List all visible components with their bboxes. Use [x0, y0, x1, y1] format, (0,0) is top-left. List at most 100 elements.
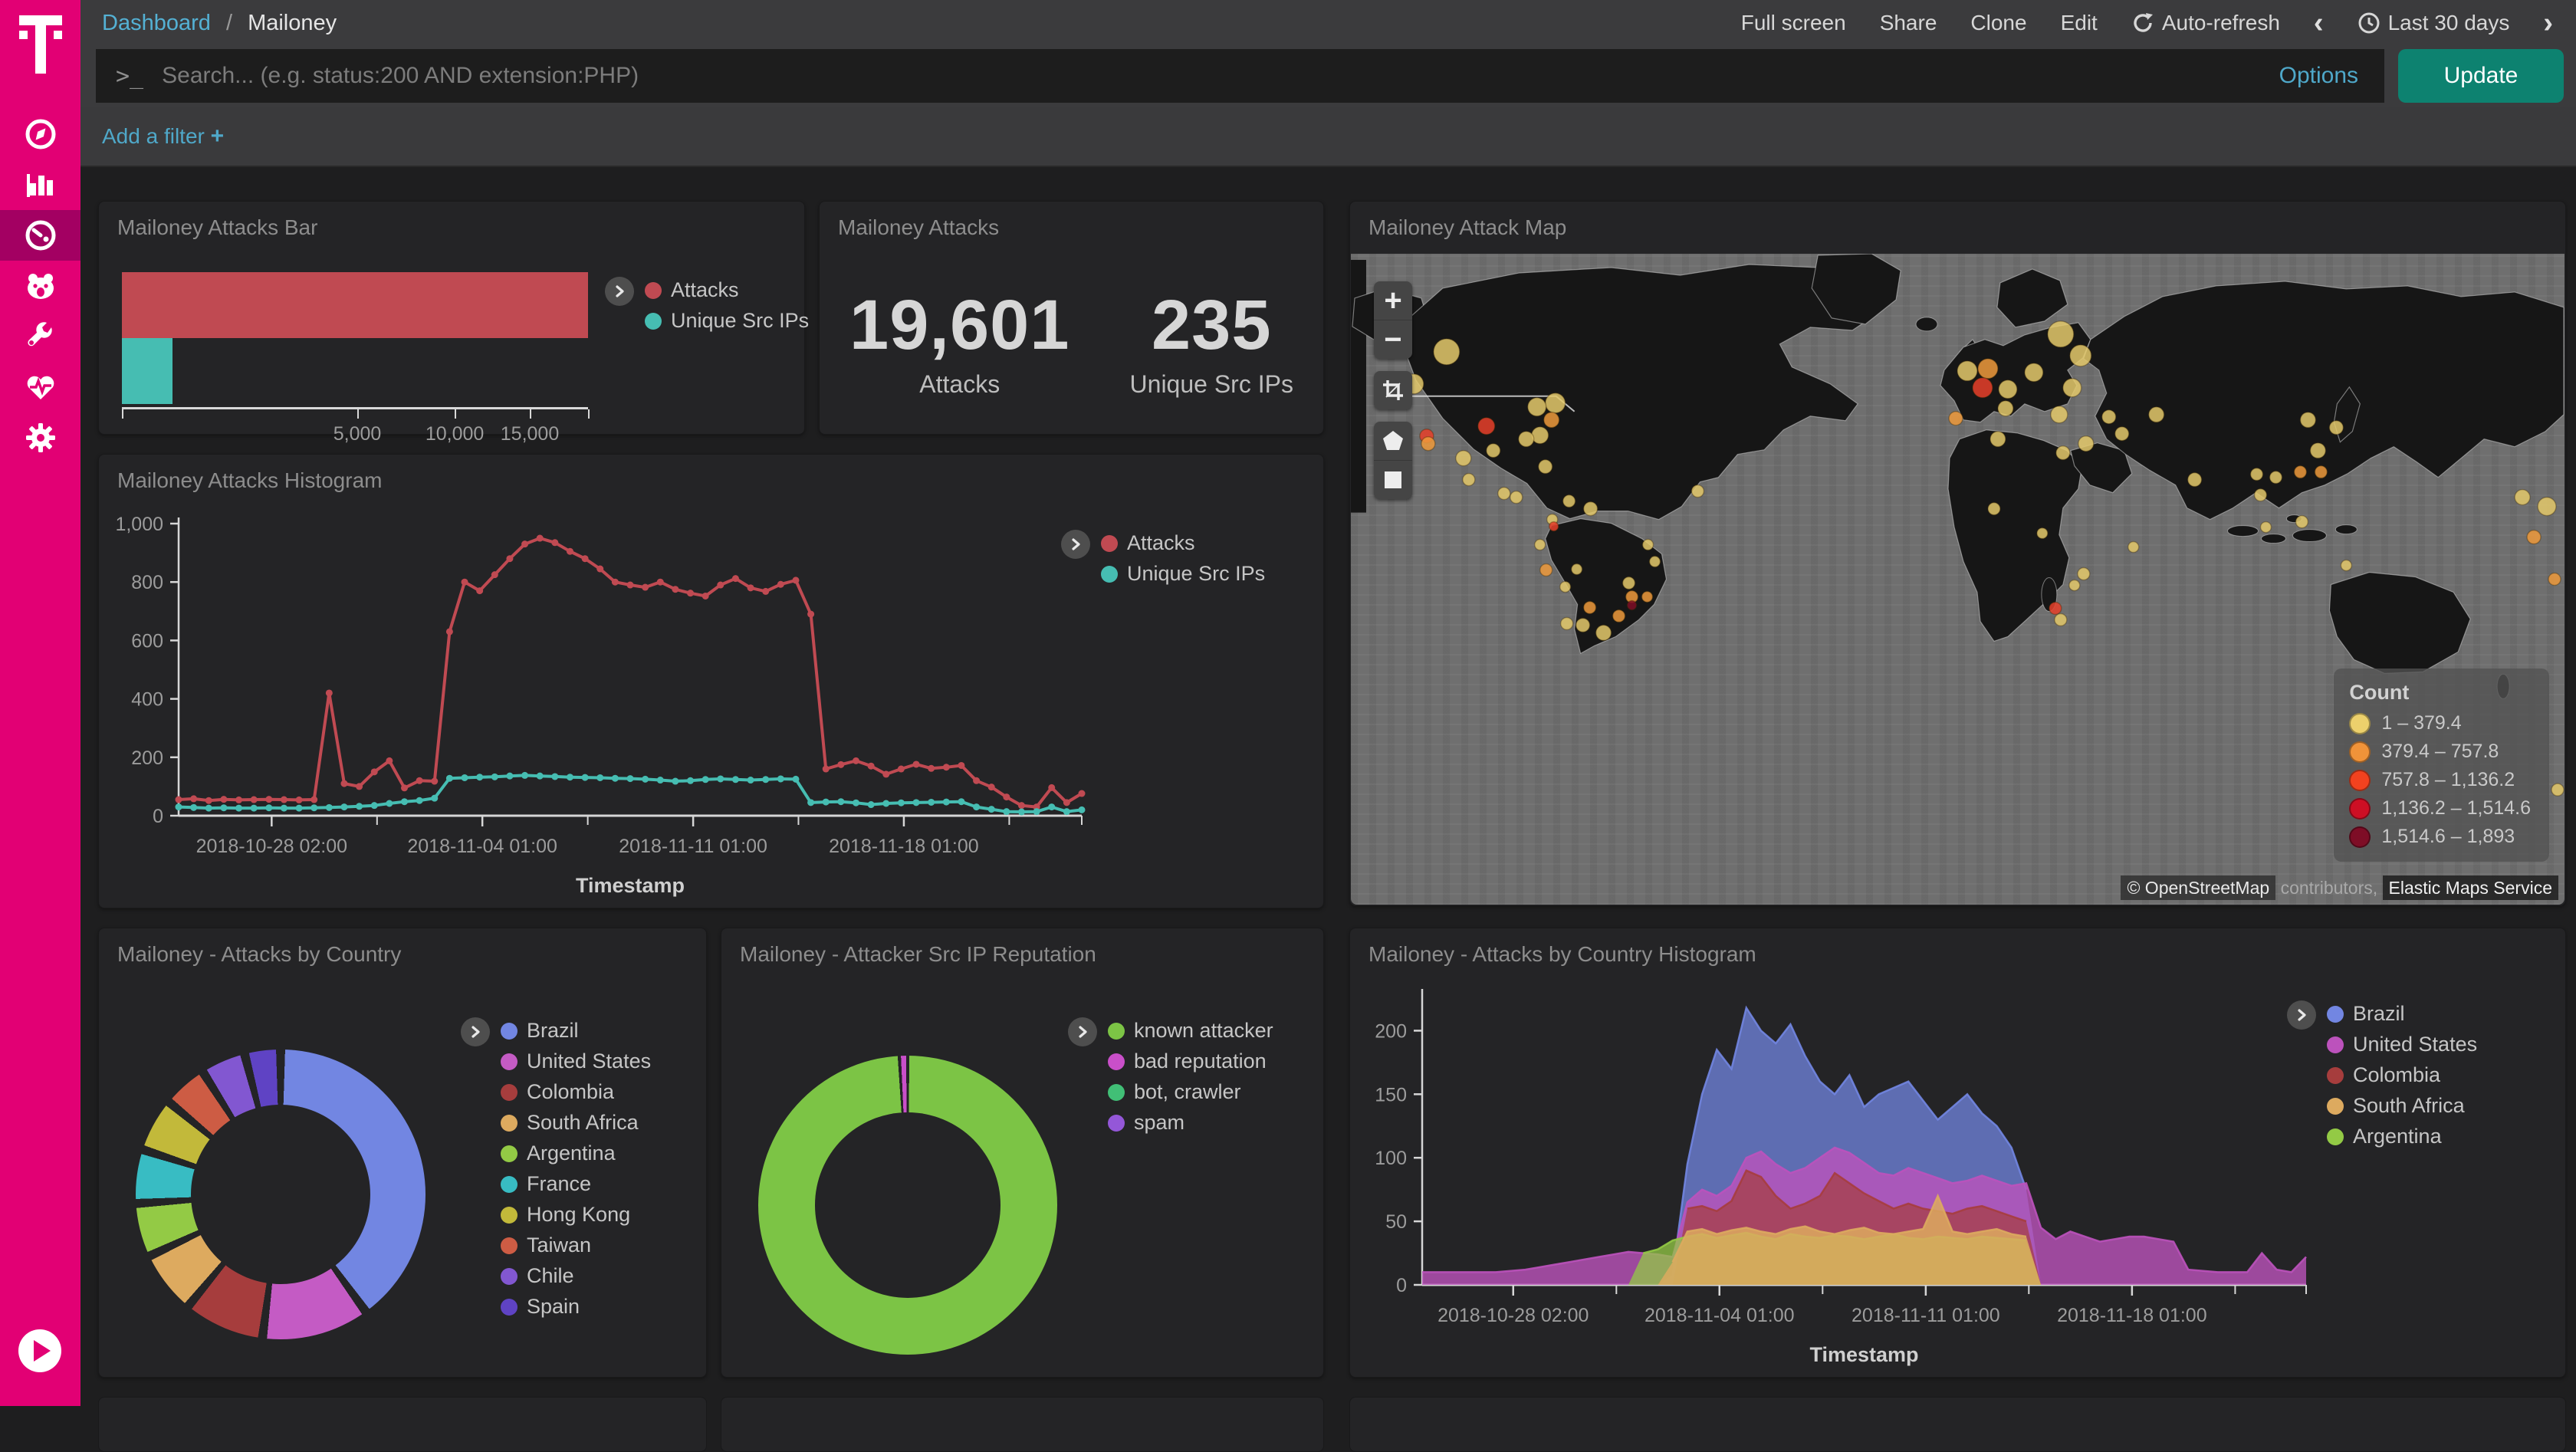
legend-item[interactable]: Taiwan — [501, 1234, 651, 1257]
attack-bubble[interactable] — [2078, 435, 2095, 452]
map-fit-bounds-button[interactable] — [1374, 371, 1412, 409]
breadcrumb-dashboard-link[interactable]: Dashboard — [102, 10, 211, 35]
legend-item[interactable]: bot, crawler — [1108, 1080, 1273, 1104]
attack-bubble[interactable] — [1433, 338, 1460, 366]
legend-toggle-icon[interactable] — [605, 277, 634, 306]
attack-bubble[interactable] — [2328, 419, 2344, 435]
attack-bubble[interactable] — [1562, 494, 1576, 508]
legend-item[interactable]: France — [501, 1172, 651, 1196]
legend-item[interactable]: Attacks — [1101, 531, 1265, 555]
legend-item[interactable]: Unique Src IPs — [1101, 562, 1265, 586]
world-map[interactable]: + − — [1351, 254, 2564, 905]
attack-bubble[interactable] — [1421, 435, 1436, 452]
attack-bubble[interactable] — [2548, 572, 2561, 586]
share-button[interactable]: Share — [1879, 11, 1937, 34]
attack-bubble[interactable] — [2047, 320, 2075, 348]
legend-item[interactable]: Hong Kong — [501, 1203, 651, 1227]
attack-bubble[interactable] — [2269, 470, 2283, 485]
attack-bubble[interactable] — [1575, 617, 1591, 633]
attack-bubble[interactable] — [2526, 529, 2542, 545]
attack-bubble[interactable] — [1559, 616, 1574, 631]
attack-bubble[interactable] — [2187, 471, 2203, 488]
attack-bubble[interactable] — [1477, 416, 1496, 435]
attack-bubble[interactable] — [2514, 488, 2531, 506]
attack-bubble[interactable] — [1595, 624, 1612, 642]
map-draw-polygon-button[interactable] — [1374, 422, 1412, 461]
attack-bubble[interactable] — [2049, 601, 2062, 616]
auto-refresh-button[interactable]: Auto-refresh — [2131, 11, 2280, 35]
attack-bubble[interactable] — [1948, 411, 1963, 426]
legend-item[interactable]: United States — [2327, 1033, 2477, 1056]
time-range-picker[interactable]: Last 30 days — [2358, 11, 2509, 35]
sidebar-item-monitoring[interactable] — [0, 362, 80, 412]
time-back-button[interactable]: ‹ — [2313, 7, 2324, 39]
legend-item[interactable]: United States — [501, 1050, 651, 1073]
attack-bubble[interactable] — [2295, 514, 2309, 529]
attack-bubble[interactable] — [2055, 445, 2071, 461]
attack-bubble[interactable] — [1526, 397, 1547, 417]
donut-chart-reputation[interactable] — [758, 1056, 1057, 1355]
time-forward-button[interactable]: › — [2543, 7, 2553, 39]
attack-bubble[interactable] — [1622, 576, 1636, 590]
attack-bubble[interactable] — [2551, 783, 2564, 797]
full-screen-button[interactable]: Full screen — [1740, 11, 1846, 34]
attack-bubble[interactable] — [1691, 484, 1705, 498]
legend-item[interactable]: Colombia — [2327, 1063, 2477, 1087]
update-button[interactable]: Update — [2398, 49, 2564, 103]
attack-bubble[interactable] — [2253, 488, 2268, 502]
attack-bubble[interactable] — [2127, 540, 2140, 554]
attack-bubble[interactable] — [1497, 486, 1511, 501]
attack-bubble[interactable] — [1977, 358, 1999, 379]
attack-bubble[interactable] — [1570, 563, 1583, 576]
attack-bubble[interactable] — [2036, 527, 2049, 540]
legend-item[interactable]: Brazil — [501, 1019, 651, 1043]
legend-toggle-icon[interactable] — [1061, 530, 1090, 559]
legend-item[interactable]: Chile — [501, 1264, 651, 1288]
attack-bubble[interactable] — [2114, 425, 2130, 442]
attack-bubble[interactable] — [1533, 538, 1546, 551]
attack-bubble[interactable] — [1537, 458, 1553, 475]
donut-chart-country[interactable] — [136, 1050, 426, 1339]
attack-bubble[interactable] — [2249, 467, 2264, 481]
attack-bubble[interactable] — [1990, 430, 2006, 448]
add-filter-button[interactable]: Add a filter + — [102, 123, 225, 149]
attack-bubble[interactable] — [1997, 400, 2014, 417]
attack-bubble[interactable] — [1559, 580, 1572, 593]
legend-item[interactable]: Brazil — [2327, 1002, 2477, 1026]
attack-bubble[interactable] — [2101, 409, 2117, 425]
attack-bubble[interactable] — [1517, 430, 1535, 448]
attack-bubble[interactable] — [2024, 363, 2044, 383]
edit-button[interactable]: Edit — [2060, 11, 2098, 34]
attack-bubble[interactable] — [1972, 377, 1993, 399]
attack-bubble[interactable] — [2062, 378, 2082, 398]
attack-bubble[interactable] — [2340, 559, 2353, 572]
attack-bubble[interactable] — [1509, 490, 1523, 504]
attack-bubble[interactable] — [1455, 449, 1472, 467]
legend-item[interactable]: South Africa — [501, 1111, 651, 1135]
legend-item[interactable]: Spain — [501, 1295, 651, 1319]
attack-bubble[interactable] — [1987, 501, 2001, 516]
attack-bubble[interactable] — [1957, 360, 1978, 382]
bar-unique-src-ips[interactable] — [122, 338, 173, 404]
search-input[interactable]: >_ Search... (e.g. status:200 AND extens… — [96, 49, 2384, 103]
attack-bubble[interactable] — [2309, 442, 2327, 459]
legend-toggle-icon[interactable] — [2287, 1000, 2316, 1030]
attack-bubble[interactable] — [2299, 412, 2317, 429]
attack-bubble[interactable] — [1548, 521, 1559, 532]
options-link[interactable]: Options — [2279, 63, 2358, 88]
legend-item[interactable]: spam — [1108, 1111, 1273, 1135]
attack-bubble[interactable] — [2147, 406, 2165, 423]
attack-bubble[interactable] — [1998, 379, 2018, 399]
attack-bubble[interactable] — [1544, 393, 1566, 414]
attack-bubble[interactable] — [2069, 344, 2092, 367]
attack-bubble[interactable] — [2293, 465, 2308, 479]
sidebar-expand-button[interactable] — [18, 1329, 61, 1372]
attack-bubble[interactable] — [1648, 555, 1661, 568]
attack-bubble[interactable] — [2259, 521, 2272, 534]
legend-item[interactable]: Attacks — [645, 278, 809, 302]
sidebar-item-management[interactable] — [0, 412, 80, 463]
sidebar-item-discover[interactable] — [0, 109, 80, 159]
attack-bubble[interactable] — [1612, 609, 1626, 623]
legend-toggle-icon[interactable] — [1068, 1017, 1097, 1046]
sidebar-item-timelion[interactable] — [0, 261, 80, 311]
